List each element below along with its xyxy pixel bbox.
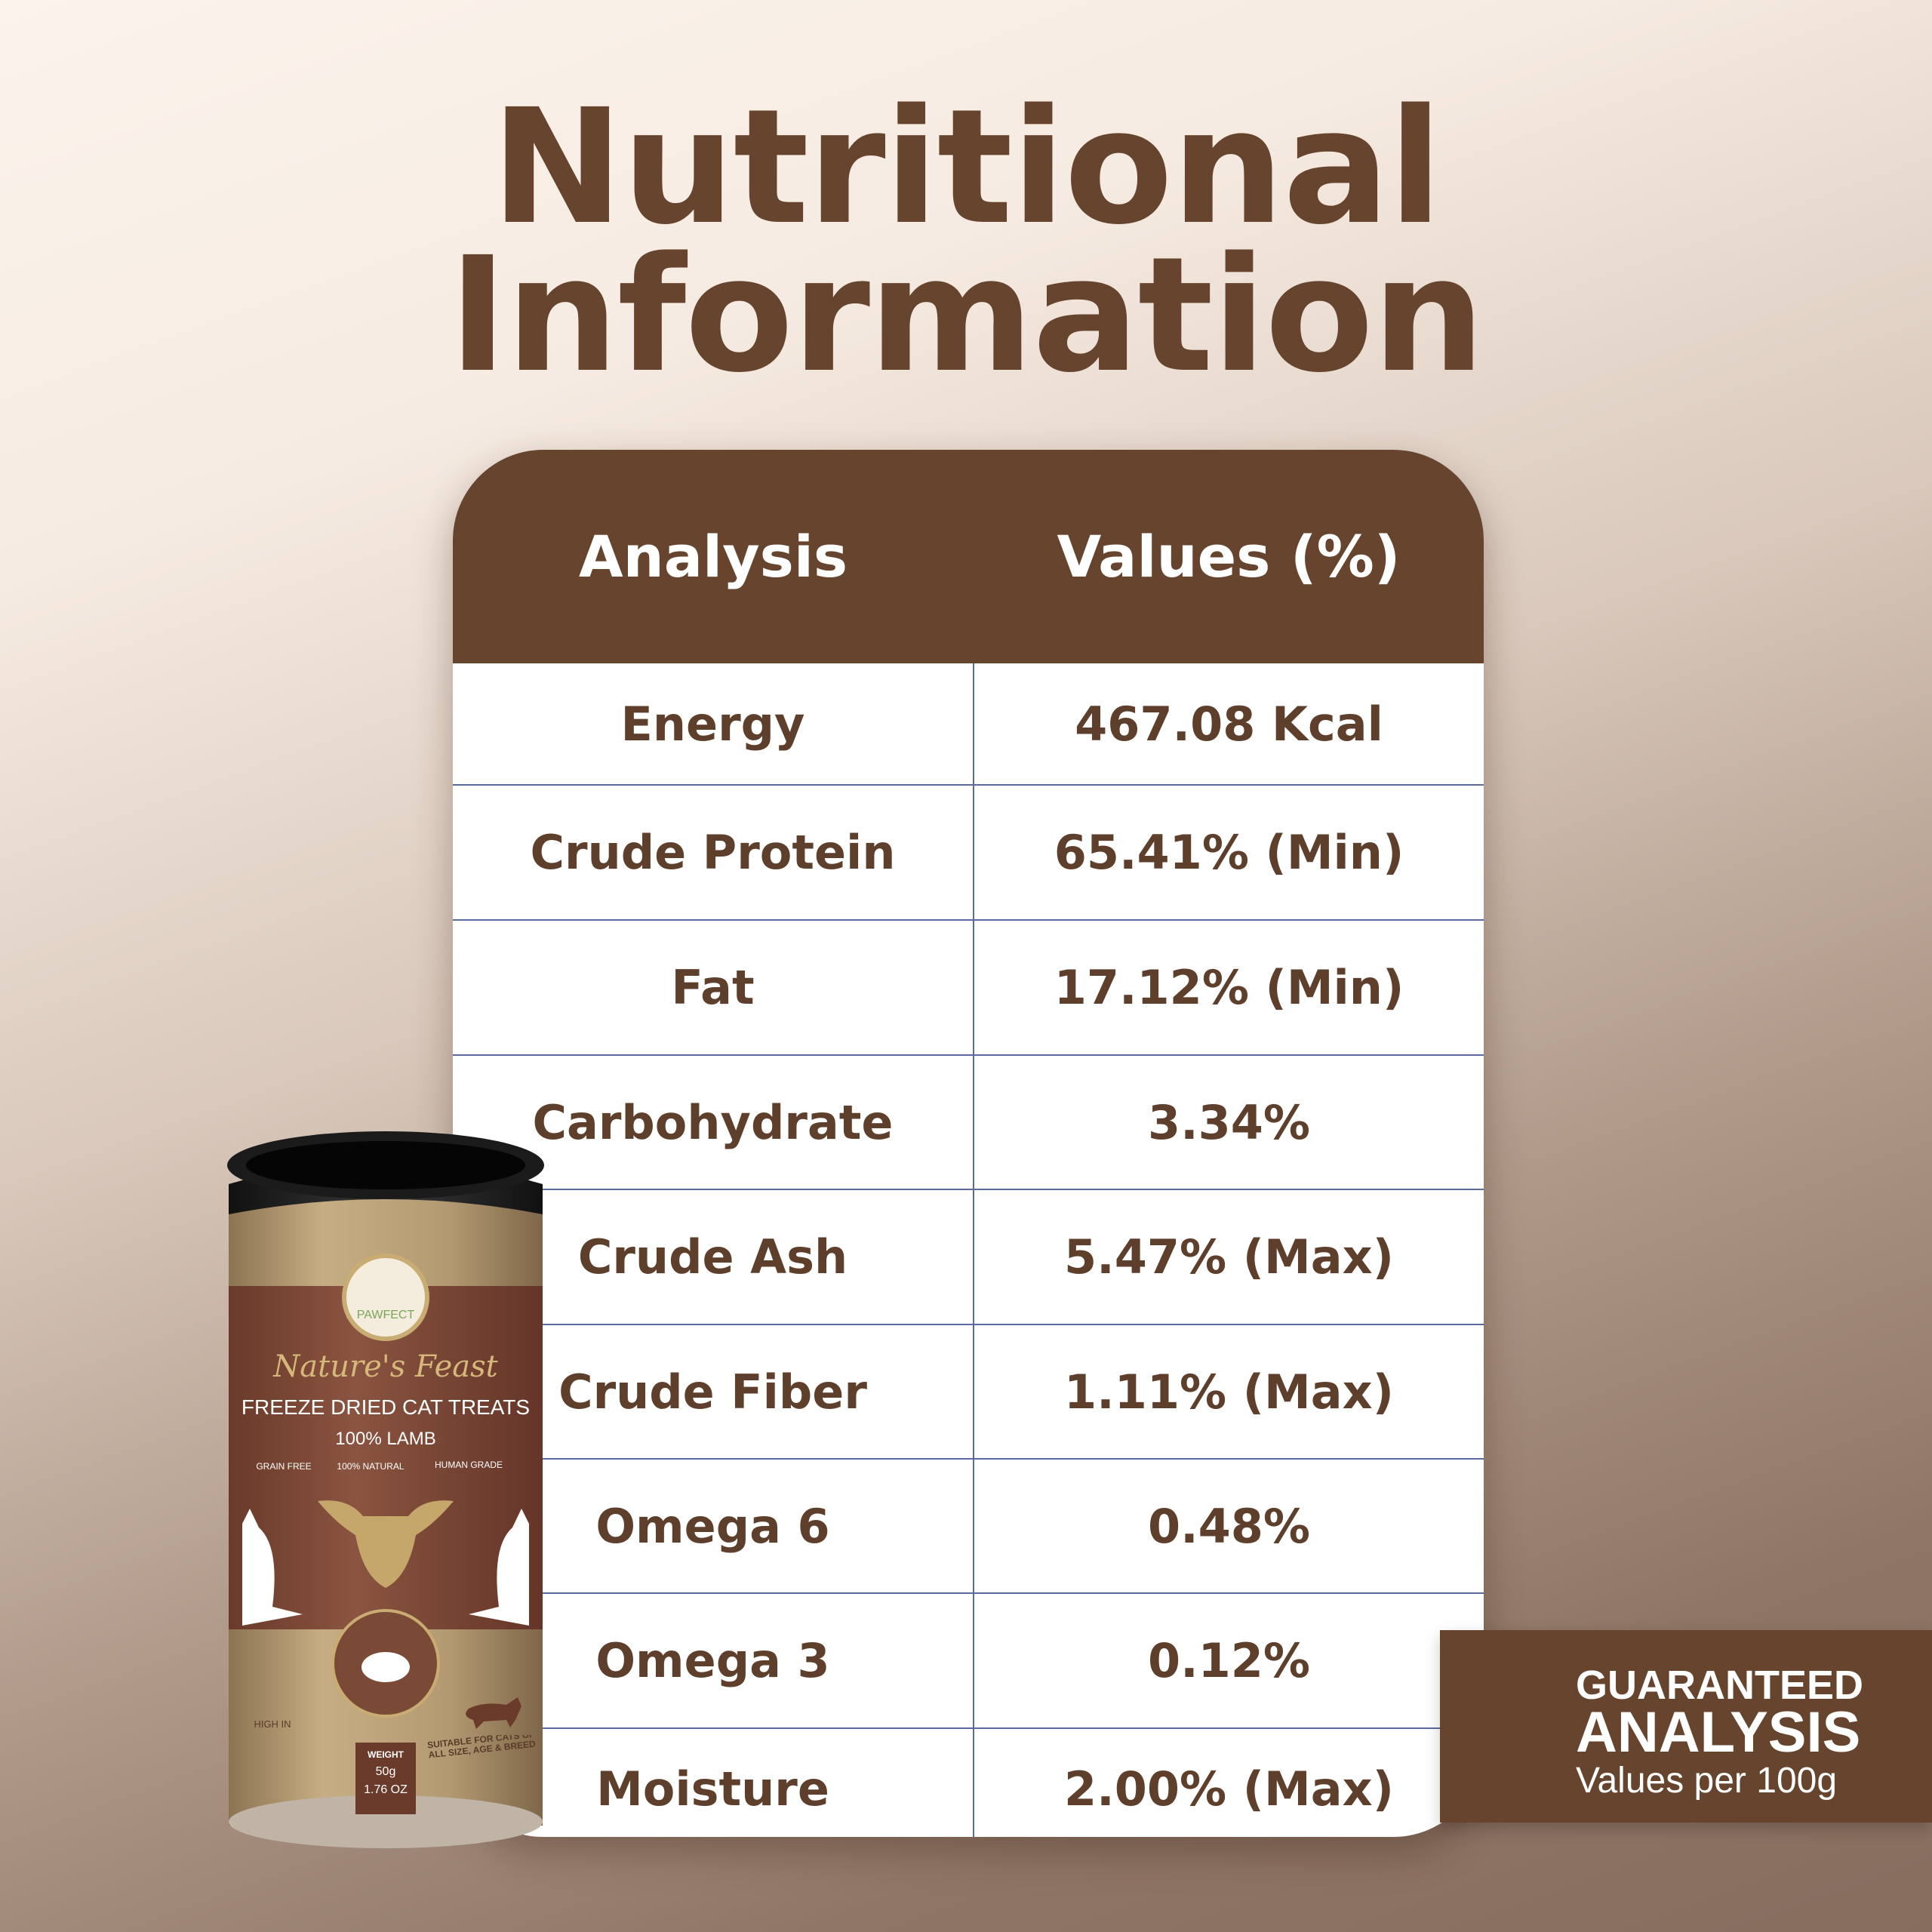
guaranteed-analysis-badge: GUARANTEED ANALYSIS Values per 100g: [1440, 1630, 1932, 1823]
badge-line3: Values per 100g: [1576, 1761, 1838, 1801]
page-title-line2: Information: [448, 223, 1485, 408]
product-high-in: HIGH IN: [254, 1718, 291, 1730]
nutrient-value: 0.12%: [1147, 1633, 1311, 1688]
badge-line2: ANALYSIS: [1576, 1700, 1861, 1764]
product-weight-label: WEIGHT: [368, 1749, 405, 1760]
nutrient-value: 1.11% (Max): [1064, 1364, 1394, 1420]
brand-logo: PAWFECT: [357, 1309, 415, 1321]
product-can-image: PAWFECT Nature's Feast FREEZE DRIED CAT …: [227, 1131, 544, 1848]
nutrient-name: Omega 3: [453, 1594, 974, 1727]
table-body: Energy 467.08 Kcal Crude Protein 65.41% (Mi…: [453, 663, 1484, 1837]
badge-line1: GUARANTEED: [1576, 1663, 1864, 1708]
header-analysis: Analysis: [578, 523, 848, 590]
cat-silhouette-left-icon: [242, 1509, 303, 1626]
table-row: Fat 17.12% (Min): [453, 919, 1484, 1054]
table-row: Crude Fiber 1.11% (Max): [453, 1324, 1484, 1458]
nutrient-value: 0.48%: [1147, 1498, 1311, 1554]
nutrition-table: Analysis Values (%) Energy 467.08 Kcal Cru…: [453, 450, 1484, 1837]
nutrient-name: Carbohydrate: [453, 1056, 974, 1189]
table-row: Crude Ash 5.47% (Max): [453, 1189, 1484, 1324]
lamb-face-icon: [318, 1500, 454, 1588]
sheep-icon: [361, 1652, 410, 1682]
nutrient-value: 3.34%: [1147, 1094, 1311, 1150]
nutrient-value: 467.08 Kcal: [1075, 696, 1383, 752]
nutrient-value: 5.47% (Max): [1064, 1229, 1394, 1284]
table-row: Crude Protein 65.41% (Min): [453, 784, 1484, 919]
walking-cat-icon: [466, 1697, 521, 1729]
nutrient-name: Moisture: [453, 1729, 974, 1837]
nutrient-name: Omega 6: [453, 1460, 974, 1592]
page-title-line1: Nutritional: [491, 75, 1442, 260]
table-row: Moisture 2.00% (Max): [453, 1727, 1484, 1837]
feature-natural: 100% NATURAL: [337, 1461, 404, 1472]
nutrient-name: Fat: [453, 921, 974, 1054]
table-header: Analysis Values (%): [453, 450, 1484, 663]
product-weight-oz: 1.76 OZ: [364, 1783, 408, 1796]
nutrient-name: Crude Ash: [453, 1190, 974, 1324]
feature-human-grade: HUMAN GRADE: [435, 1460, 503, 1470]
cat-silhouette-right-icon: [469, 1509, 529, 1626]
product-weight: 50g: [376, 1765, 396, 1778]
product-subtitle: FREEZE DRIED CAT TREATS: [242, 1395, 530, 1419]
header-values: Values (%): [1057, 523, 1401, 590]
feature-grain-free: GRAIN FREE: [256, 1461, 311, 1472]
table-row: Omega 6 0.48%: [453, 1458, 1484, 1592]
nutrient-value: 65.41% (Min): [1054, 825, 1404, 880]
table-row: Carbohydrate 3.34%: [453, 1054, 1484, 1189]
nutrient-value: 17.12% (Min): [1054, 960, 1404, 1015]
nutrient-name: Energy: [453, 663, 974, 784]
table-row: Energy 467.08 Kcal: [453, 663, 1484, 784]
product-name: Nature's Feast: [272, 1349, 498, 1384]
nutrient-value: 2.00% (Max): [1064, 1761, 1394, 1817]
table-row: Omega 3 0.12%: [453, 1592, 1484, 1727]
nutrient-name: Crude Fiber: [453, 1325, 974, 1458]
product-flavor: 100% LAMB: [335, 1429, 435, 1449]
nutrient-name: Crude Protein: [453, 786, 974, 919]
product-suitable-text: SUITABLE FOR CATS OF ALL SIZE, AGE & BRE…: [426, 1735, 537, 1761]
